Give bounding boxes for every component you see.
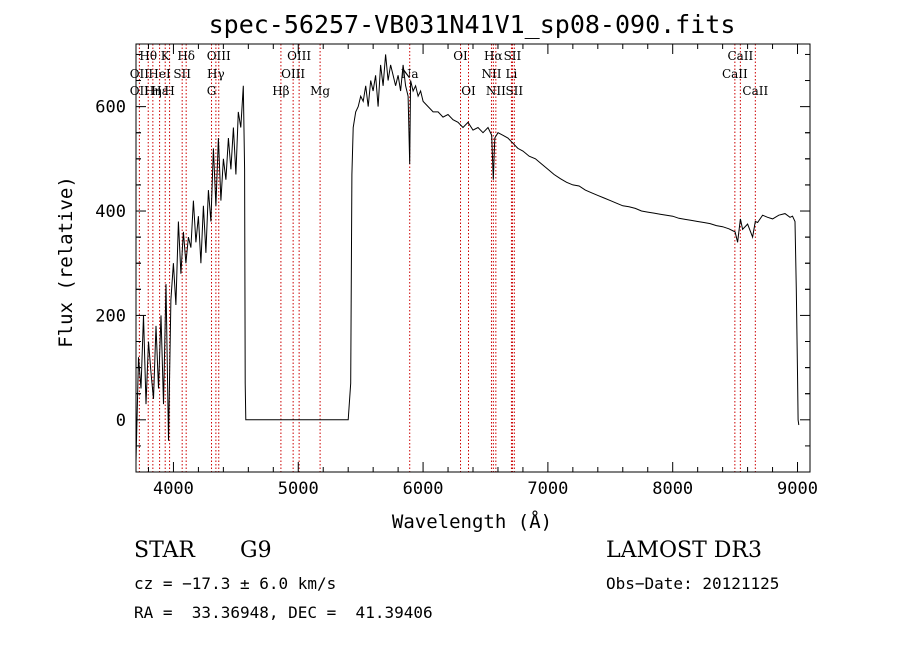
x-tick-label-3: 7000: [527, 479, 568, 499]
marker-label-22: NII: [486, 84, 506, 98]
marker-label-20: Hα: [484, 49, 503, 63]
plot-frame: [135, 43, 811, 473]
y-axis-label: Flux (relative): [55, 176, 77, 348]
marker-label-15: Hβ: [272, 84, 289, 98]
marker-label-19: OI: [461, 84, 476, 98]
marker-label-10: OIII: [207, 49, 231, 63]
y-tick-label-1: 200: [95, 306, 126, 326]
y-axis-ticks: 0 200 400 600: [95, 53, 810, 447]
x-tick-label-4: 8000: [652, 479, 693, 499]
marker-label-7: H: [164, 84, 174, 98]
marker-label-17: Na: [401, 67, 419, 81]
chart-title: spec-56257-VB031N41V1_sp08-090.fits: [209, 10, 736, 39]
marker-label-0: Hθ: [139, 49, 157, 63]
y-tick-label-2: 400: [95, 202, 126, 222]
marker-label-21: NII: [481, 67, 501, 81]
object-subclass: G9: [240, 538, 272, 563]
x-axis-ticks: 4000 5000 6000 7000 8000 9000: [147, 44, 818, 499]
marker-label-2: OII: [130, 84, 150, 98]
marker-label-8: SII: [173, 67, 191, 81]
x-tick-label-1: 5000: [278, 479, 319, 499]
x-tick-label-0: 4000: [153, 479, 194, 499]
marker-label-28: CaII: [742, 84, 768, 98]
marker-label-27: CaII: [722, 67, 748, 81]
marker-label-26: CaII: [727, 49, 753, 63]
line-markers: [138, 44, 756, 472]
marker-label-25: SII: [505, 84, 523, 98]
marker-label-16: Mg: [310, 84, 330, 98]
redshift-velocity: cz = −17.3 ± 6.0 km/s: [134, 574, 337, 593]
marker-label-18: OI: [453, 49, 468, 63]
marker-label-11: Hγ: [207, 67, 225, 81]
marker-label-4: K: [161, 49, 171, 63]
marker-label-6: Hε: [151, 84, 168, 98]
x-axis-label: Wavelength (Å): [392, 510, 552, 533]
observation-date: Obs−Date: 20121125: [606, 574, 780, 593]
marker-label-1: OII: [130, 67, 150, 81]
marker-label-9: Hδ: [177, 49, 195, 63]
marker-label-23: SII: [504, 49, 522, 63]
marker-label-3: Hη: [144, 84, 162, 98]
marker-label-13: OIII: [287, 49, 311, 63]
object-class: STAR: [134, 538, 195, 563]
marker-label-5: HeI: [148, 67, 171, 81]
marker-label-12: G: [207, 84, 217, 98]
x-tick-label-2: 6000: [403, 479, 444, 499]
coordinates: RA = 33.36948, DEC = 41.39406: [134, 603, 433, 622]
y-tick-label-3: 600: [95, 98, 126, 118]
y-tick-label-0: 0: [116, 411, 126, 431]
marker-label-24: Li: [506, 67, 518, 81]
survey-name: LAMOST DR3: [606, 538, 762, 563]
marker-label-14: OIII: [281, 67, 305, 81]
spectrum-line: [135, 54, 800, 462]
x-tick-label-5: 9000: [777, 479, 818, 499]
